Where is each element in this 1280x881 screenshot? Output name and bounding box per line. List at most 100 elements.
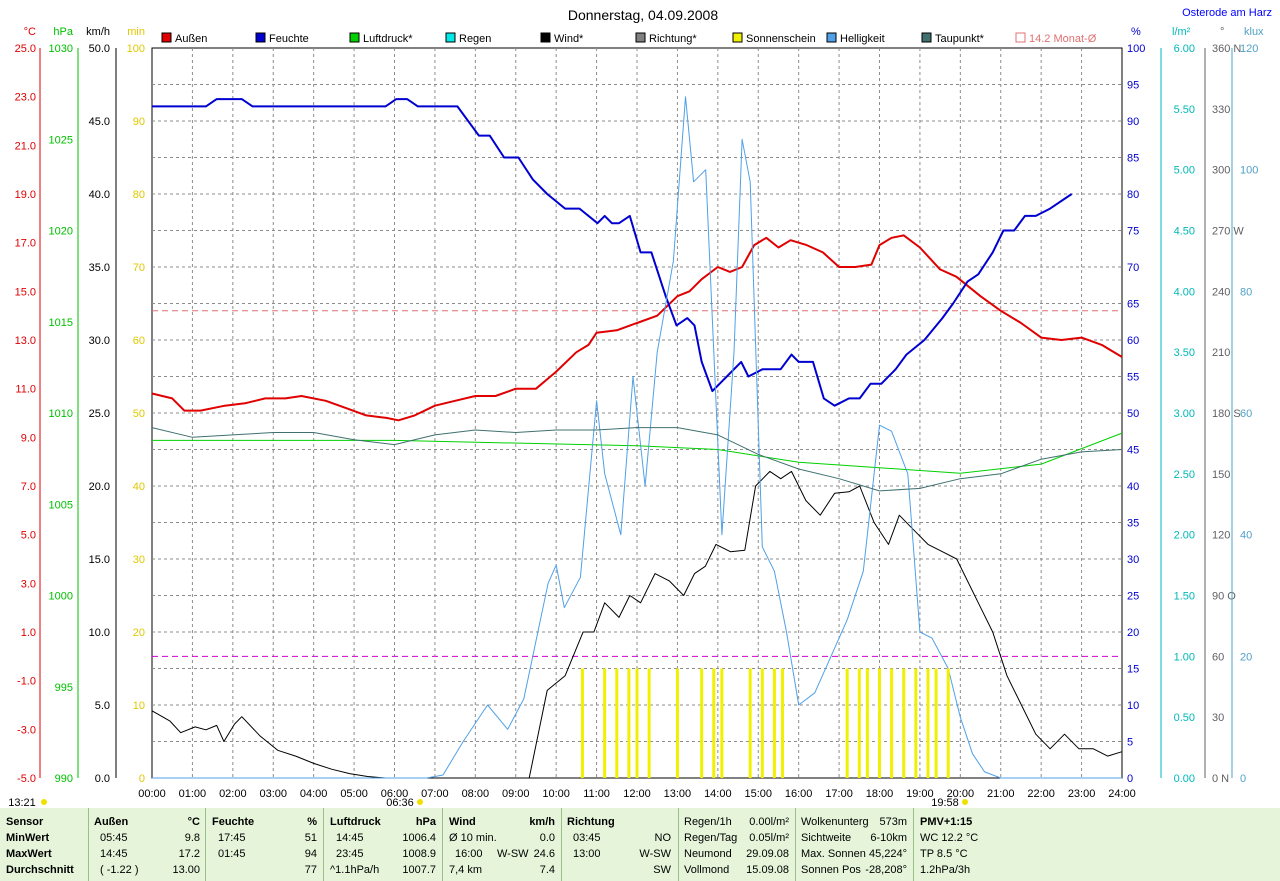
weather-chart: Donnerstag, 04.09.2008 Osterode am Harz … xyxy=(8,7,1272,809)
legend-swatch xyxy=(540,32,551,43)
footer-value: 77 xyxy=(304,864,317,876)
dir-axis-tick: 240 xyxy=(1212,286,1230,298)
footer-pmv-value: TP 8.5 °C xyxy=(920,848,968,860)
press-axis-tick: 1015 xyxy=(49,317,73,329)
footer-feuchte: Feuchte % 17:45 51 01:45 94 77 xyxy=(212,808,317,881)
footer-regen-value: 0.00l/m² xyxy=(749,816,789,828)
temp-axis-tick: 3.0 xyxy=(21,578,36,590)
footer-regen-value: 0.05l/m² xyxy=(749,832,789,844)
legend-label: Sonnenschein xyxy=(746,33,816,45)
legend-label: Feuchte xyxy=(269,33,309,45)
hum-axis-tick: 65 xyxy=(1127,299,1139,311)
x-axis-tick: 17:00 xyxy=(825,788,853,800)
dir-axis-tick: 210 xyxy=(1212,347,1230,359)
light-axis-tick: 5.00 xyxy=(1174,165,1195,177)
light-axis-tick: 2.00 xyxy=(1174,530,1195,542)
footer-sensor: Sensor MinWert MaxWert Durchschnitt xyxy=(6,808,86,881)
footer-value: 14:45 xyxy=(336,832,364,844)
footer-wind-title: Wind xyxy=(449,816,476,828)
sun-axis-tick: 60 xyxy=(133,335,145,347)
legend-label: Regen xyxy=(459,33,491,45)
temp-axis-tick: 23.0 xyxy=(15,92,36,104)
series-line-taupunkt xyxy=(151,427,1123,492)
legend-swatch xyxy=(349,32,360,43)
x-axis-tick: 04:00 xyxy=(300,788,328,800)
footer-value: 1008.9 xyxy=(402,848,436,860)
footer-value: 13:00 xyxy=(573,848,601,860)
temp-axis-tick: -1.0 xyxy=(17,676,36,688)
legend-label: Taupunkt* xyxy=(935,33,985,45)
wind-axis-tick: 20.0 xyxy=(89,481,110,493)
footer-feuchte-unit: % xyxy=(307,816,317,828)
x-axis-tick: 05:00 xyxy=(340,788,368,800)
temp-axis-tick: 13.0 xyxy=(15,335,36,347)
sun-axis-tick: 0 xyxy=(139,773,145,785)
footer-value: 1006.4 xyxy=(402,832,436,844)
x-axis-tick: 16:00 xyxy=(785,788,813,800)
dir-axis-tick: 150 xyxy=(1212,469,1230,481)
klux-axis-tick: 20 xyxy=(1240,651,1252,663)
temp-axis-unit: °C xyxy=(24,26,36,38)
footer-row-label: MinWert xyxy=(6,832,50,844)
footer-wolken-value: 45,224° xyxy=(868,848,907,860)
sun-axis-tick: 90 xyxy=(133,116,145,128)
temp-axis-tick: 17.0 xyxy=(15,238,36,250)
footer-regen-label: Regen/Tag xyxy=(684,832,738,844)
x-axis-tick: 18:00 xyxy=(866,788,894,800)
press-axis-tick: 1025 xyxy=(49,134,73,146)
footer-value: Ø 10 min. xyxy=(449,832,497,844)
dir-axis-unit: ° xyxy=(1220,26,1224,38)
temp-axis-tick: 25.0 xyxy=(15,43,36,55)
klux-axis-tick: 80 xyxy=(1240,286,1252,298)
hum-axis-tick: 20 xyxy=(1127,627,1139,639)
temp-axis-tick: 9.0 xyxy=(21,432,36,444)
sun-axis-tick: 100 xyxy=(127,43,145,55)
hum-axis-tick: 100 xyxy=(1127,43,1145,55)
footer-value: 94 xyxy=(304,848,317,860)
footer-pmv: PMV+1:15 WC 12.2 °C TP 8.5 °C 1.2hPa/3h xyxy=(920,808,1040,881)
klux-axis-tick: 40 xyxy=(1240,530,1252,542)
wind-axis-tick: 5.0 xyxy=(95,700,110,712)
footer-value: SW xyxy=(653,864,671,876)
legend-swatch xyxy=(826,32,837,43)
footer-value: 51 xyxy=(304,832,317,844)
sun-axis-tick: 30 xyxy=(133,554,145,566)
footer-regen-label: Vollmond xyxy=(684,864,730,876)
light-axis-tick: 0.50 xyxy=(1174,712,1195,724)
hum-axis-tick: 50 xyxy=(1127,408,1139,420)
footer-regen-label: Neumond xyxy=(684,848,732,860)
wind-axis-tick: 0.0 xyxy=(95,773,110,785)
footer-value: W-SW xyxy=(497,848,529,860)
footer-wolken-value: -28,208° xyxy=(865,864,907,876)
x-axis-tick: 12:00 xyxy=(623,788,651,800)
hum-axis-tick: 85 xyxy=(1127,153,1139,165)
sun-axis-tick: 40 xyxy=(133,481,145,493)
time-marks: 13:21 06:36 19:58 xyxy=(8,797,968,809)
axes: °C 25.0 23.0 21.0 19.0 17.0 15.0 13.0 11.0 9.0 7.0… xyxy=(15,26,1264,800)
temp-axis-tick: -5.0 xyxy=(17,773,36,785)
x-axis-tick: 20:00 xyxy=(947,788,975,800)
moonset-dot xyxy=(41,799,47,805)
footer-regen-label: Regen/1h xyxy=(684,816,732,828)
hum-axis-tick: 60 xyxy=(1127,335,1139,347)
hum-axis-tick: 45 xyxy=(1127,445,1139,457)
hum-axis-tick: 30 xyxy=(1127,554,1139,566)
footer-value: 17:45 xyxy=(218,832,246,844)
footer-value: NO xyxy=(654,832,672,844)
footer-luftdruck: Luftdruck hPa 14:45 1006.4 23:45 1008.9 … xyxy=(330,808,436,881)
legend-swatch xyxy=(635,32,646,43)
hum-axis-tick: 90 xyxy=(1127,116,1139,128)
chart-title: Donnerstag, 04.09.2008 xyxy=(568,7,718,23)
wind-axis-unit: km/h xyxy=(86,26,110,38)
footer-luftdruck-title: Luftdruck xyxy=(330,816,381,828)
hum-axis-tick: 5 xyxy=(1127,737,1133,749)
footer-wolken-label: Wolkenunterg xyxy=(801,816,869,828)
footer-wolken-value: 6-10km xyxy=(870,832,907,844)
dir-axis-tick: 90 O xyxy=(1212,591,1236,603)
temp-axis-tick: 11.0 xyxy=(15,384,36,396)
legend-label: Außen xyxy=(175,33,207,45)
klux-axis-tick: 100 xyxy=(1240,165,1258,177)
footer-row-label: MaxWert xyxy=(6,848,52,860)
dir-axis-tick: 120 xyxy=(1212,530,1230,542)
footer-richtung-title: Richtung xyxy=(567,816,615,828)
